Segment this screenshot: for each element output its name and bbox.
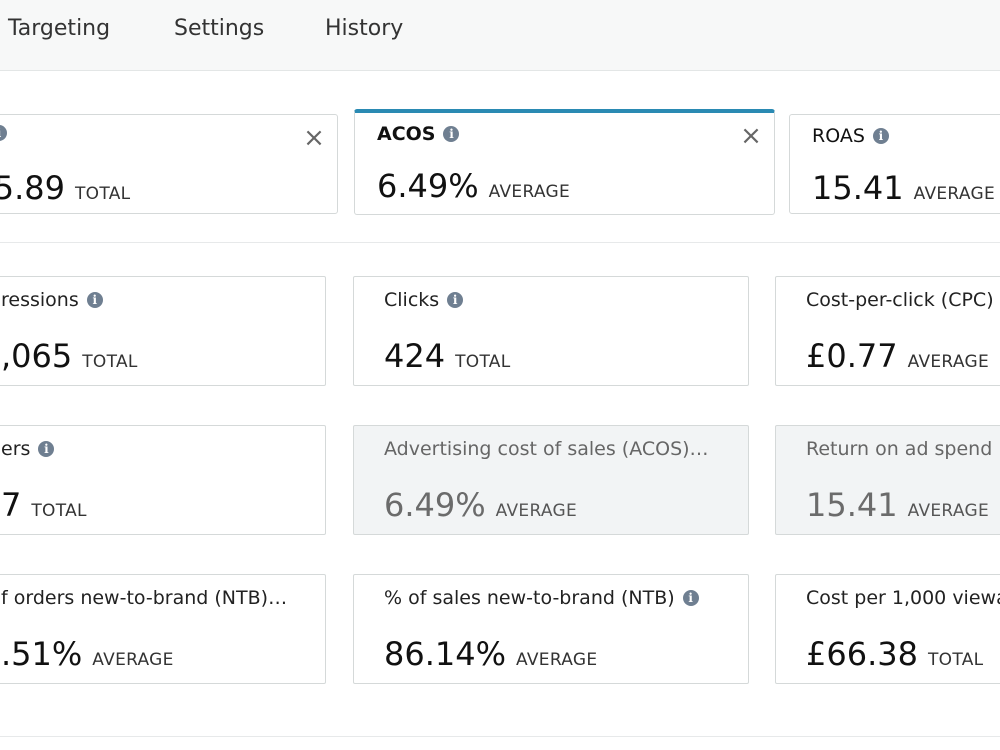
selected-metric-label: ROAS [812, 125, 865, 147]
selected-metric-unit: AVERAGE [488, 182, 571, 202]
metric-value: 7 [1, 486, 22, 524]
tab-settings[interactable]: Settings [174, 16, 265, 41]
metric-card-sales-ntb[interactable]: % of sales new-to-brand (NTB) i 86.14% A… [353, 574, 749, 684]
metric-unit: AVERAGE [516, 650, 598, 670]
metric-title: Clicks i [384, 289, 464, 311]
metric-card-acos: Advertising cost of sales (ACOS)… 6.49% … [353, 425, 749, 535]
selected-metric-card-acos[interactable]: ACOS i 6.49% AVERAGE × [354, 109, 775, 215]
metric-label: Advertising cost of sales (ACOS)… [384, 438, 709, 460]
metric-label: f orders new-to-brand (NTB)… [1, 587, 288, 609]
metric-unit: TOTAL [927, 650, 984, 670]
info-icon[interactable]: i [682, 590, 699, 606]
selected-metric-value: 15.41 [812, 169, 904, 207]
metric-title: Cost per 1,000 viewa [806, 587, 1000, 609]
info-icon[interactable]: i [0, 125, 7, 141]
metric-unit: AVERAGE [92, 650, 174, 670]
section-divider [0, 242, 1000, 243]
metric-card-vcpm[interactable]: Cost per 1,000 viewa £66.38 TOTAL [775, 574, 1000, 684]
selected-metric-card-roas[interactable]: ROAS i 15.41 AVERAGE [789, 114, 1000, 214]
metric-card-orders[interactable]: ers i 7 TOTAL [0, 425, 326, 535]
metric-unit: TOTAL [82, 352, 138, 372]
selected-metric-unit: AVERAGE [913, 184, 995, 204]
metric-label: Clicks [384, 289, 440, 311]
metric-title: Cost-per-click (CPC) [806, 289, 994, 311]
metric-value-row: £0.77 AVERAGE [806, 337, 989, 375]
metric-value: 6.49% [384, 486, 486, 524]
metric-value: ,065 [1, 337, 73, 375]
metric-card-impressions[interactable]: ressions i ,065 TOTAL [0, 276, 326, 386]
metric-card-clicks[interactable]: Clicks i 424 TOTAL [353, 276, 749, 386]
selected-metric-card-spend[interactable]: i 005.89 TOTAL × [0, 114, 338, 214]
metric-title: Advertising cost of sales (ACOS)… [384, 438, 709, 460]
tab-bar: Targeting Settings History [0, 0, 1000, 71]
selected-metric-value-row: 15.41 AVERAGE [812, 169, 995, 207]
info-icon[interactable]: i [443, 126, 460, 142]
metric-card-roas: Return on ad spend 15.41 AVERAGE [775, 425, 1000, 535]
metric-value: .51% [1, 635, 83, 673]
selected-metric-value-row: 6.49% AVERAGE [377, 167, 570, 205]
selected-metric-value: 6.49% [377, 167, 479, 205]
metric-label: Cost-per-click (CPC) [806, 289, 994, 311]
metric-unit: TOTAL [455, 352, 511, 372]
selected-metric-unit: TOTAL [74, 184, 131, 204]
metric-value-row: ,065 TOTAL [1, 337, 138, 375]
tab-history[interactable]: History [325, 16, 404, 41]
metric-title: ers i [1, 438, 55, 460]
selected-metric-value: 005.89 [0, 169, 65, 207]
metric-value: £0.77 [806, 337, 898, 375]
metric-card-orders-ntb[interactable]: f orders new-to-brand (NTB)… .51% AVERAG… [0, 574, 326, 684]
metric-value-row: £66.38 TOTAL [806, 635, 983, 673]
selected-metric-label: ACOS [377, 123, 436, 145]
metric-value-row: 86.14% AVERAGE [384, 635, 597, 673]
metric-unit: AVERAGE [907, 501, 989, 521]
metric-value-row: 7 TOTAL [1, 486, 87, 524]
info-icon[interactable]: i [86, 292, 103, 308]
metric-value-row: .51% AVERAGE [1, 635, 174, 673]
info-icon[interactable]: i [872, 128, 889, 144]
metric-value: £66.38 [806, 635, 918, 673]
bottom-divider [0, 736, 1000, 737]
metric-value-row: 15.41 AVERAGE [806, 486, 989, 524]
info-icon[interactable]: i [447, 292, 464, 308]
metric-label: ressions [1, 289, 79, 311]
metric-label: Return on ad spend [806, 438, 993, 460]
metric-unit: TOTAL [31, 501, 87, 521]
metric-value: 86.14% [384, 635, 507, 673]
metric-value: 424 [384, 337, 446, 375]
close-icon[interactable]: × [740, 121, 762, 151]
tab-targeting[interactable]: Targeting [8, 16, 111, 41]
metric-label: ers [1, 438, 31, 460]
metric-card-cpc[interactable]: Cost-per-click (CPC) £0.77 AVERAGE [775, 276, 1000, 386]
selected-metric-title: i [0, 125, 7, 141]
selected-metric-value-row: 005.89 TOTAL [0, 169, 130, 207]
selected-metric-title: ACOS i [377, 123, 460, 145]
metric-title: % of sales new-to-brand (NTB) i [384, 587, 699, 609]
metric-title: ressions i [1, 289, 103, 311]
close-icon[interactable]: × [303, 123, 325, 153]
metric-label: % of sales new-to-brand (NTB) [384, 587, 675, 609]
info-icon[interactable]: i [38, 441, 55, 457]
metric-title: Return on ad spend [806, 438, 992, 460]
metric-unit: AVERAGE [907, 352, 989, 372]
metric-value-row: 6.49% AVERAGE [384, 486, 577, 524]
metric-unit: AVERAGE [495, 501, 578, 521]
metric-value: 15.41 [806, 486, 898, 524]
selected-metric-title: ROAS i [812, 125, 889, 147]
metric-label: Cost per 1,000 viewa [806, 587, 1000, 609]
metric-value-row: 424 TOTAL [384, 337, 511, 375]
metric-title: f orders new-to-brand (NTB)… [1, 587, 287, 609]
